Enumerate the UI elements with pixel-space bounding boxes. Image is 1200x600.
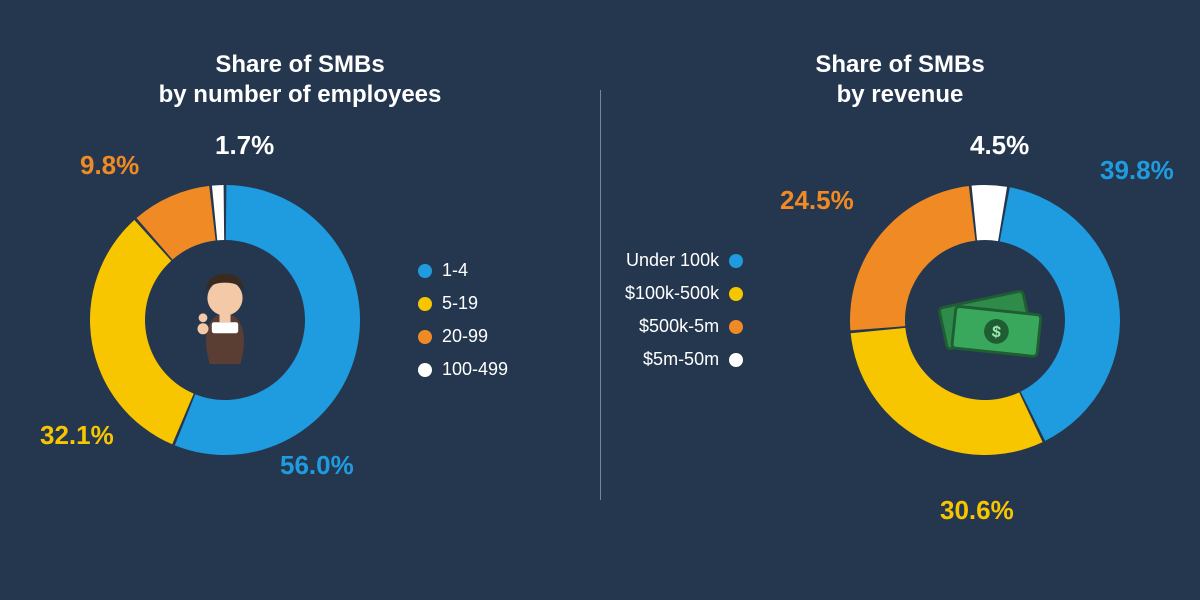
revenue-title: Share of SMBsby revenue <box>600 50 1200 110</box>
legend-dot <box>729 254 743 268</box>
legend-dot <box>729 353 743 367</box>
legend-item: 5-19 <box>418 293 508 314</box>
svg-text:$: $ <box>991 323 1002 342</box>
legend-label: $500k-5m <box>639 316 719 337</box>
slice-value-label: 9.8% <box>80 150 139 181</box>
legend-item: Under 100k <box>625 250 743 271</box>
employees-legend: 1-4 5-19 20-99 100-499 <box>418 260 508 392</box>
slice-value-label: 1.7% <box>215 130 274 161</box>
legend-label: 1-4 <box>442 260 468 281</box>
legend-label: 20-99 <box>442 326 488 347</box>
legend-label: $100k-500k <box>625 283 719 304</box>
legend-dot <box>418 264 432 278</box>
legend-label: 5-19 <box>442 293 478 314</box>
revenue-donut: $ $ <box>840 175 1130 465</box>
slice-value-label: 30.6% <box>940 495 1014 526</box>
slice-value-label: 39.8% <box>1100 155 1174 186</box>
legend-item: 1-4 <box>418 260 508 281</box>
slice-value-label: 56.0% <box>280 450 354 481</box>
money-icon: $ $ <box>939 291 1041 357</box>
legend-item: 20-99 <box>418 326 508 347</box>
legend-item: $5m-50m <box>625 349 743 370</box>
legend-dot <box>729 320 743 334</box>
legend-item: $500k-5m <box>625 316 743 337</box>
legend-label: 100-499 <box>442 359 508 380</box>
slice-value-label: 24.5% <box>780 185 854 216</box>
legend-dot <box>418 330 432 344</box>
revenue-legend: Under 100k $100k-500k $500k-5m $5m-50m <box>625 250 743 382</box>
legend-dot <box>729 287 743 301</box>
person-icon <box>198 274 245 364</box>
employees-title: Share of SMBsby number of employees <box>0 50 600 110</box>
revenue-panel: Share of SMBsby revenue $ $ Under 100k $1… <box>600 0 1200 600</box>
employees-panel: Share of SMBsby number of employees 1-4 5… <box>0 0 600 600</box>
legend-item: $100k-500k <box>625 283 743 304</box>
legend-dot <box>418 297 432 311</box>
legend-label: Under 100k <box>626 250 719 271</box>
slice-value-label: 32.1% <box>40 420 114 451</box>
legend-item: 100-499 <box>418 359 508 380</box>
employees-donut <box>80 175 370 465</box>
legend-label: $5m-50m <box>643 349 719 370</box>
legend-dot <box>418 363 432 377</box>
slice-value-label: 4.5% <box>970 130 1029 161</box>
